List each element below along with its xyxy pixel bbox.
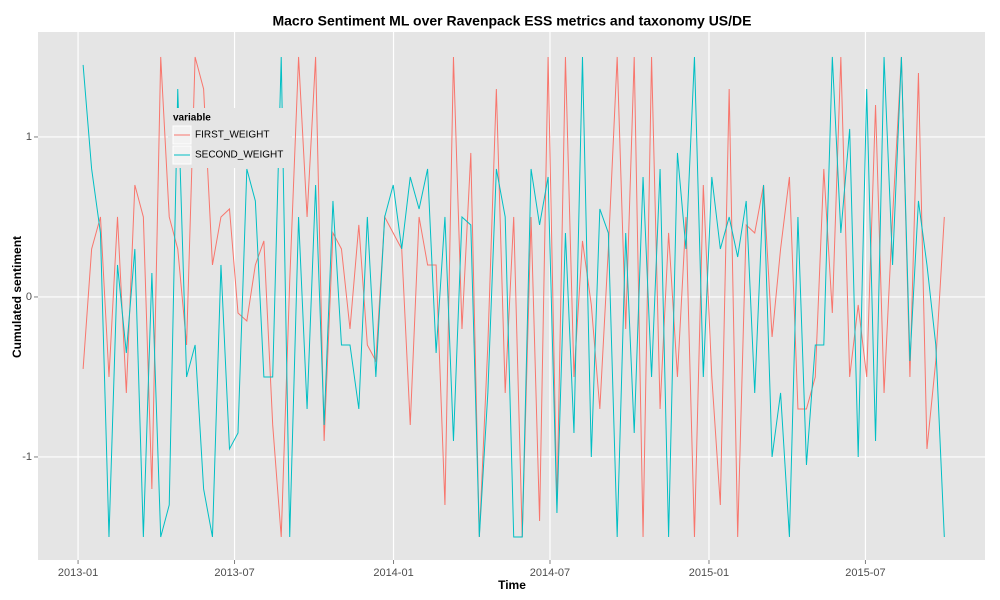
x-tick-label: 2014-01: [373, 567, 413, 579]
y-tick-label: 0: [26, 291, 32, 303]
labels: -1 0 1 2013-01 2013-07 2014-01 2014-07 2015-01 2…: [22, 131, 885, 579]
legend-label: SECOND_WEIGHT: [195, 150, 283, 161]
chart-title: Macro Sentiment ML over Ravenpack ESS me…: [272, 13, 751, 29]
lines: [82, 56, 945, 538]
y-tick-label: 1: [26, 131, 32, 143]
x-tick-label: 2015-07: [845, 567, 885, 579]
legend: variable FIRST_WEIGHT SECOND_WEIGHT: [168, 108, 292, 168]
series-line: [82, 56, 945, 538]
y-tick-label: -1: [22, 451, 32, 463]
x-tick-label: 2015-01: [689, 567, 729, 579]
series-line: [82, 56, 945, 537]
x-tick-label: 2014-07: [530, 567, 570, 579]
y-axis-title: Cumulated sentiment: [10, 236, 24, 358]
x-tick-label: 2013-07: [214, 567, 254, 579]
legend-title: variable: [173, 113, 211, 124]
x-tick-label: 2013-01: [58, 567, 98, 579]
legend-label: FIRST_WEIGHT: [195, 130, 269, 141]
x-axis-title: Time: [498, 578, 526, 592]
